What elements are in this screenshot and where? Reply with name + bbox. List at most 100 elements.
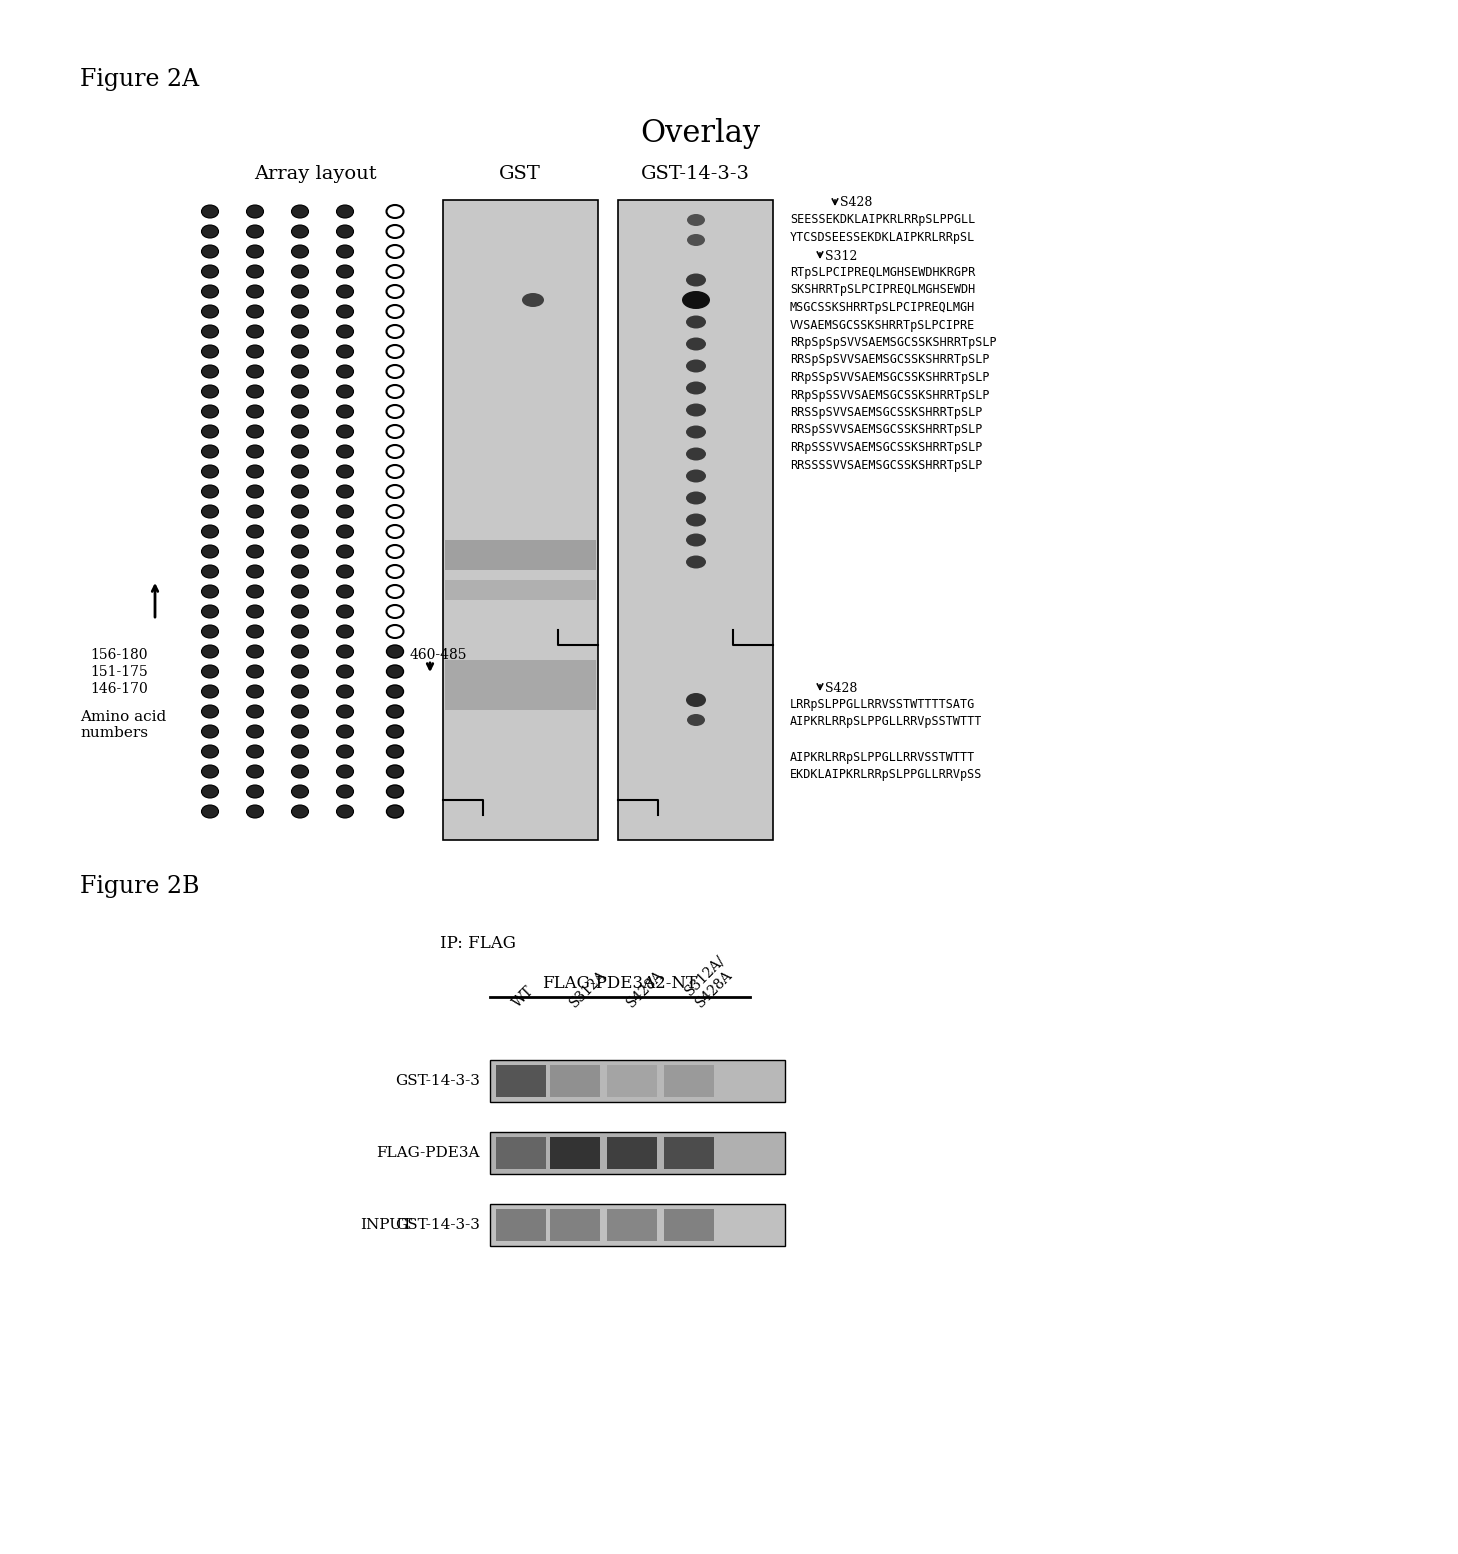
Ellipse shape xyxy=(201,266,219,278)
Ellipse shape xyxy=(337,266,353,278)
Ellipse shape xyxy=(201,726,219,738)
Text: Figure 2A: Figure 2A xyxy=(80,68,200,92)
Ellipse shape xyxy=(687,426,706,438)
Ellipse shape xyxy=(246,246,264,258)
Ellipse shape xyxy=(292,365,309,378)
Bar xyxy=(663,1064,714,1097)
Ellipse shape xyxy=(201,485,219,497)
Text: AIPKRLRRpSLPPGLLRRVSSTWTTT: AIPKRLRRpSLPPGLLRRVSSTWTTT xyxy=(790,751,975,763)
Text: Amino acid
numbers: Amino acid numbers xyxy=(80,710,166,740)
Ellipse shape xyxy=(337,765,353,779)
Ellipse shape xyxy=(292,325,309,339)
Ellipse shape xyxy=(687,533,706,547)
Ellipse shape xyxy=(687,337,706,351)
Bar xyxy=(618,200,773,841)
Ellipse shape xyxy=(687,381,706,395)
Ellipse shape xyxy=(201,444,219,458)
Ellipse shape xyxy=(292,744,309,758)
Ellipse shape xyxy=(337,505,353,517)
Ellipse shape xyxy=(682,291,710,309)
Ellipse shape xyxy=(337,685,353,698)
Bar xyxy=(496,1138,545,1169)
Ellipse shape xyxy=(292,805,309,817)
Ellipse shape xyxy=(201,625,219,639)
Text: S312A: S312A xyxy=(567,968,609,1010)
Ellipse shape xyxy=(292,485,309,497)
Ellipse shape xyxy=(337,566,353,578)
Ellipse shape xyxy=(292,665,309,678)
Ellipse shape xyxy=(292,266,309,278)
Ellipse shape xyxy=(386,744,404,758)
Text: WT: WT xyxy=(510,984,537,1010)
Ellipse shape xyxy=(246,305,264,319)
Ellipse shape xyxy=(386,444,404,458)
Text: RRSSSSVVSAEMSGCSSKSHRRTpSLP: RRSSSSVVSAEMSGCSSKSHRRTpSLP xyxy=(790,458,983,471)
Ellipse shape xyxy=(292,785,309,799)
Ellipse shape xyxy=(201,706,219,718)
Ellipse shape xyxy=(201,584,219,598)
Bar xyxy=(607,1064,658,1097)
Ellipse shape xyxy=(386,246,404,258)
Ellipse shape xyxy=(386,765,404,779)
Ellipse shape xyxy=(246,345,264,357)
Bar xyxy=(490,1204,784,1246)
Ellipse shape xyxy=(337,365,353,378)
Ellipse shape xyxy=(687,491,706,505)
Bar xyxy=(445,660,596,710)
Bar xyxy=(607,1138,658,1169)
Text: FLAG-PDE3A: FLAG-PDE3A xyxy=(376,1145,480,1159)
Ellipse shape xyxy=(687,513,706,527)
Ellipse shape xyxy=(337,325,353,339)
Ellipse shape xyxy=(386,726,404,738)
Ellipse shape xyxy=(246,266,264,278)
Ellipse shape xyxy=(337,726,353,738)
Text: GST: GST xyxy=(499,165,541,183)
Ellipse shape xyxy=(386,605,404,618)
Text: 460-485: 460-485 xyxy=(410,648,468,662)
Ellipse shape xyxy=(246,406,264,418)
Ellipse shape xyxy=(201,805,219,817)
Ellipse shape xyxy=(386,424,404,438)
Ellipse shape xyxy=(337,805,353,817)
Ellipse shape xyxy=(386,584,404,598)
Ellipse shape xyxy=(386,706,404,718)
Ellipse shape xyxy=(337,545,353,558)
Text: S428A: S428A xyxy=(624,968,666,1010)
Ellipse shape xyxy=(246,605,264,618)
Text: FLAG-PDE3A2-NT: FLAG-PDE3A2-NT xyxy=(542,974,697,991)
Ellipse shape xyxy=(337,485,353,497)
Ellipse shape xyxy=(687,555,706,569)
Ellipse shape xyxy=(246,545,264,558)
Ellipse shape xyxy=(337,444,353,458)
Text: GST-14-3-3: GST-14-3-3 xyxy=(395,1074,480,1088)
Ellipse shape xyxy=(246,365,264,378)
Text: Overlay: Overlay xyxy=(640,118,760,149)
Text: RTpSLPCIPREQLMGHSEWDHKRGPR: RTpSLPCIPREQLMGHSEWDHKRGPR xyxy=(790,266,975,280)
Text: 151-175: 151-175 xyxy=(90,665,147,679)
Bar xyxy=(490,1060,784,1102)
Ellipse shape xyxy=(292,345,309,357)
Bar xyxy=(550,1064,601,1097)
Bar xyxy=(445,580,596,600)
Ellipse shape xyxy=(201,505,219,517)
Ellipse shape xyxy=(522,294,544,308)
Ellipse shape xyxy=(687,214,706,225)
Ellipse shape xyxy=(246,566,264,578)
Ellipse shape xyxy=(201,545,219,558)
Ellipse shape xyxy=(292,444,309,458)
Ellipse shape xyxy=(337,665,353,678)
Ellipse shape xyxy=(687,235,706,246)
Ellipse shape xyxy=(201,385,219,398)
Bar xyxy=(663,1138,714,1169)
Text: RRSSpSVVSAEMSGCSSKSHRRTpSLP: RRSSpSVVSAEMSGCSSKSHRRTpSLP xyxy=(790,406,983,420)
Ellipse shape xyxy=(246,385,264,398)
Ellipse shape xyxy=(386,625,404,639)
Ellipse shape xyxy=(292,525,309,538)
Ellipse shape xyxy=(201,284,219,298)
Ellipse shape xyxy=(386,385,404,398)
Ellipse shape xyxy=(246,584,264,598)
Text: MSGCSSKSHRRTpSLPCIPREQLMGH: MSGCSSKSHRRTpSLPCIPREQLMGH xyxy=(790,301,975,314)
Bar xyxy=(443,200,598,841)
Ellipse shape xyxy=(292,205,309,218)
Ellipse shape xyxy=(386,566,404,578)
